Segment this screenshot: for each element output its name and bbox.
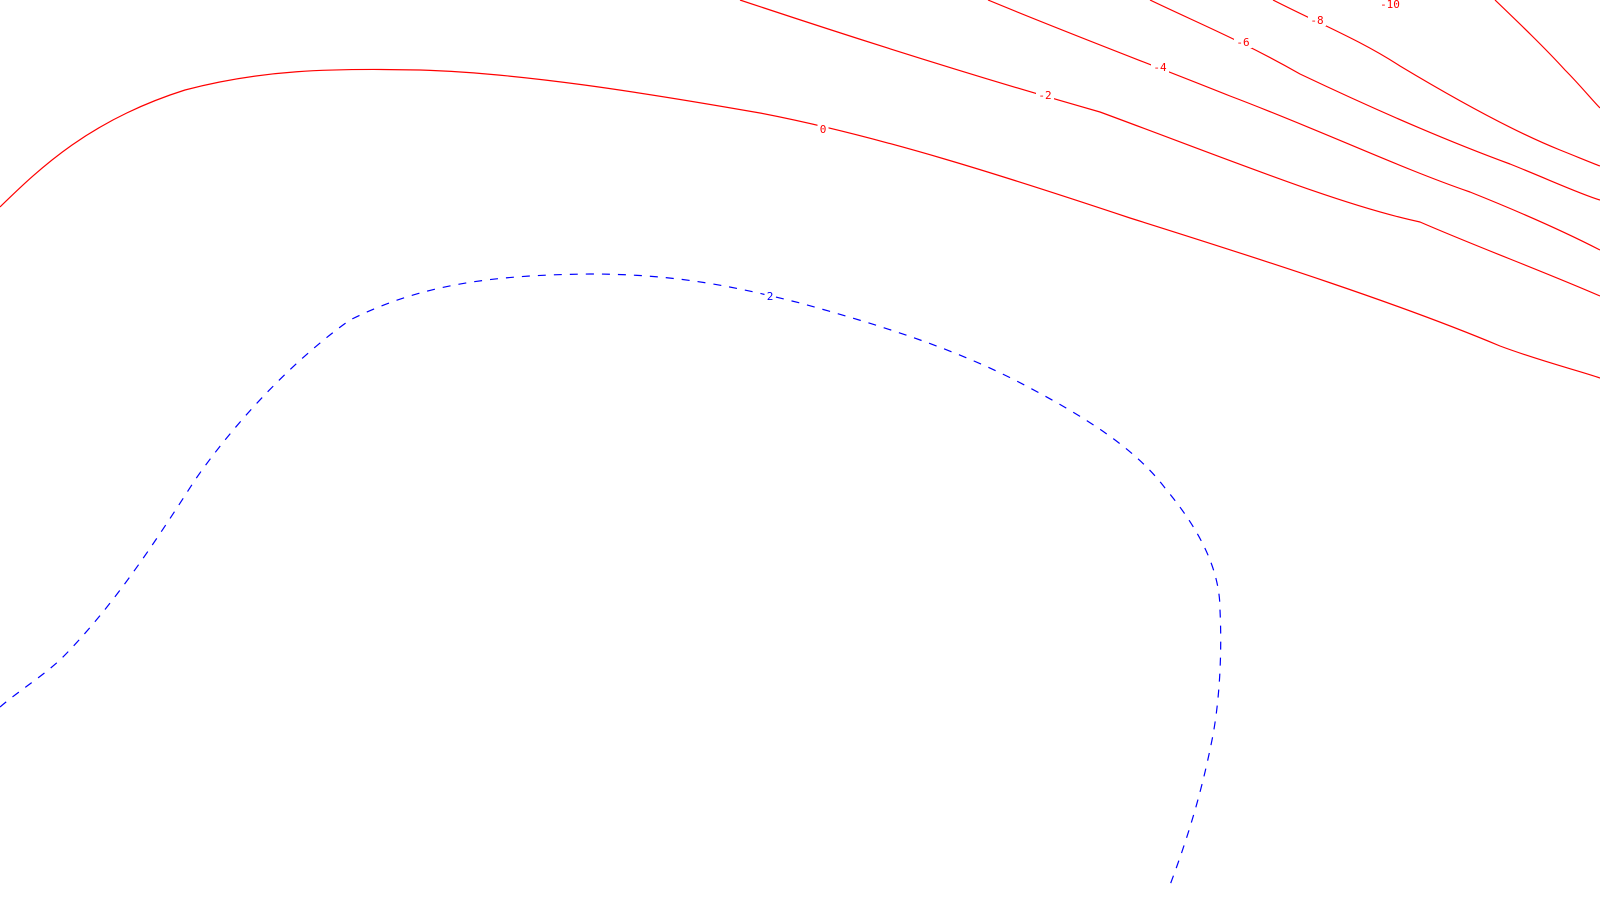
contour-label: -10 <box>1380 0 1400 11</box>
contour-label: 0 <box>820 123 827 136</box>
contour-label-background <box>1151 60 1169 73</box>
contour-line-neg2 <box>739 0 1600 297</box>
contour-line-0 <box>0 68 1600 379</box>
contour-line-2 <box>0 273 1222 886</box>
contour-label-background <box>817 122 829 135</box>
contour-line-neg10 <box>1378 0 1600 109</box>
contour-line-neg8 <box>1272 0 1600 167</box>
contour-label-background <box>1234 35 1252 48</box>
contour-label-background <box>1036 88 1054 101</box>
contour-label: -8 <box>1310 14 1323 27</box>
contour-line-neg6 <box>1149 0 1600 201</box>
contour-label: -6 <box>1236 36 1249 49</box>
contour-label: 2 <box>767 290 774 303</box>
contour-line-neg4 <box>987 0 1600 251</box>
contour-label-background <box>764 289 776 302</box>
contour-label: -4 <box>1153 61 1167 74</box>
contour-label-background <box>1308 13 1326 26</box>
contour-label: -2 <box>1038 89 1051 102</box>
contour-label-background <box>1377 0 1403 10</box>
